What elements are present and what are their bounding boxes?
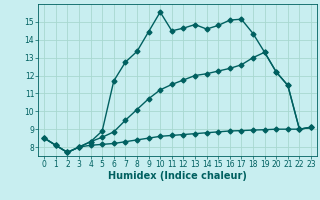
- X-axis label: Humidex (Indice chaleur): Humidex (Indice chaleur): [108, 171, 247, 181]
